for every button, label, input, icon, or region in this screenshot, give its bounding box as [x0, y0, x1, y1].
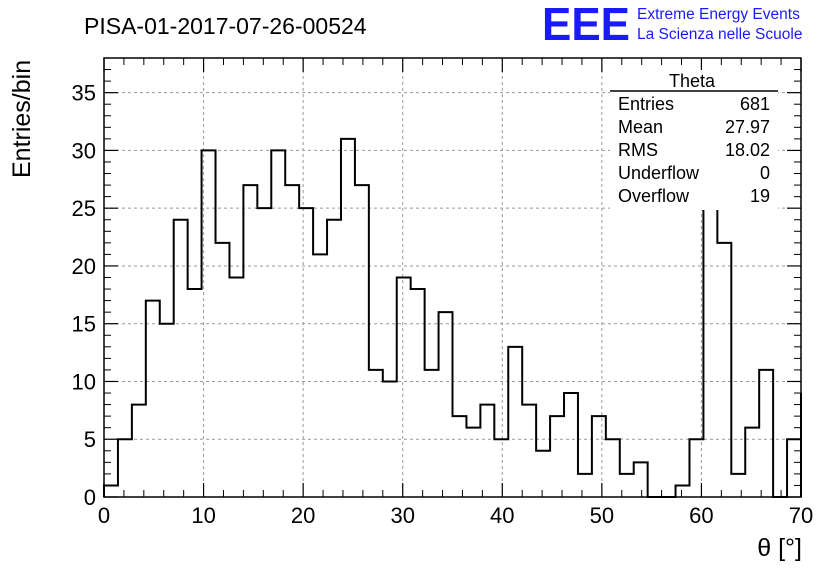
- plot-frame: [103, 57, 802, 498]
- y-tick-label: 30: [72, 138, 96, 163]
- eee-logo: EEE Extreme Energy Events La Scienza nel…: [542, 0, 802, 50]
- x-tick-label: 30: [390, 503, 414, 528]
- stats-label: Entries: [618, 94, 674, 114]
- y-axis-label: Entries/bin: [8, 60, 36, 178]
- x-tick-label: 40: [490, 503, 514, 528]
- x-tick-label: 70: [789, 503, 813, 528]
- x-tick-label: 50: [590, 503, 614, 528]
- stats-label: RMS: [618, 140, 658, 160]
- y-tick-label: 5: [84, 427, 96, 452]
- stats-box-name: Theta: [669, 71, 716, 91]
- stats-box-background: [610, 70, 778, 210]
- stats-label: Underflow: [618, 163, 700, 183]
- axis-ticks: [103, 57, 802, 498]
- stats-value: 0: [760, 163, 770, 183]
- y-tick-label: 35: [72, 81, 96, 106]
- x-tick-label: 60: [689, 503, 713, 528]
- x-tick-label: 20: [291, 503, 315, 528]
- y-tick-label: 20: [72, 254, 96, 279]
- stats-label: Overflow: [618, 186, 690, 206]
- x-tick-label: 0: [98, 503, 110, 528]
- stats-value: 19: [750, 186, 770, 206]
- stats-label: Mean: [618, 117, 663, 137]
- stats-value: 27.97: [725, 117, 770, 137]
- y-tick-label: 15: [72, 312, 96, 337]
- eee-logo-mark: EEE: [542, 0, 630, 50]
- logo-line1: Extreme Energy Events: [637, 6, 800, 23]
- logo-line2: La Scienza nelle Scuole: [637, 26, 802, 43]
- stats-value: 681: [740, 94, 770, 114]
- stats-value: 18.02: [725, 140, 770, 160]
- x-axis-label: θ [°]: [757, 534, 802, 562]
- tick-labels: 0 10 20 30 40 50 60 70 0 5 10 15 20 25 30 35: [72, 81, 814, 528]
- y-tick-label: 10: [72, 369, 96, 394]
- chart-title: PISA-01-2017-07-26-00524: [84, 13, 367, 39]
- y-tick-label: 0: [84, 485, 96, 510]
- histogram-series: [103, 80, 802, 498]
- x-tick-label: 10: [191, 503, 215, 528]
- y-tick-label: 25: [72, 196, 96, 221]
- stats-rows: Entries 681 Mean 27.97 RMS 18.02 Underflow 0 Ove…: [618, 94, 770, 206]
- stats-box: Theta Entries 681 Mean 27.97 RMS 18.02 Underfl…: [610, 70, 778, 210]
